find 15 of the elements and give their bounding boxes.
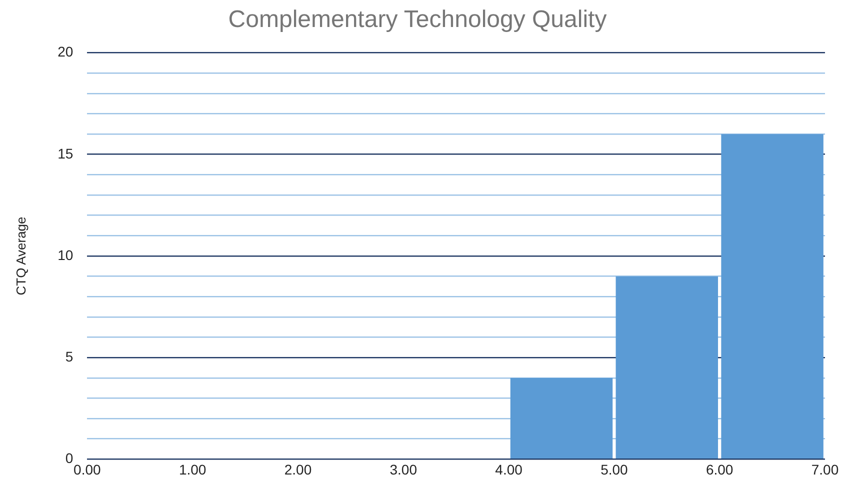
x-tick-label: 5.00 (600, 461, 628, 478)
x-tick-label: 1.00 (178, 461, 206, 478)
chart-title: Complementary Technology Quality (228, 6, 607, 34)
y-tick-label: 5 (65, 348, 74, 364)
y-tick-label: 20 (58, 44, 74, 60)
y-tick-label: 15 (58, 145, 74, 162)
x-tick-label: 0.00 (74, 461, 102, 478)
x-tick-label: 2.00 (284, 461, 312, 478)
x-tick-label: 3.00 (390, 461, 418, 478)
x-tick-label: 6.00 (706, 461, 734, 478)
x-tick-label: 4.00 (495, 461, 523, 478)
x-tick-label: 7.00 (811, 461, 839, 478)
y-tick-label: 0 (65, 450, 74, 466)
y-axis-title: CTQ Average (13, 216, 28, 296)
y-tick-label: 10 (58, 246, 74, 263)
